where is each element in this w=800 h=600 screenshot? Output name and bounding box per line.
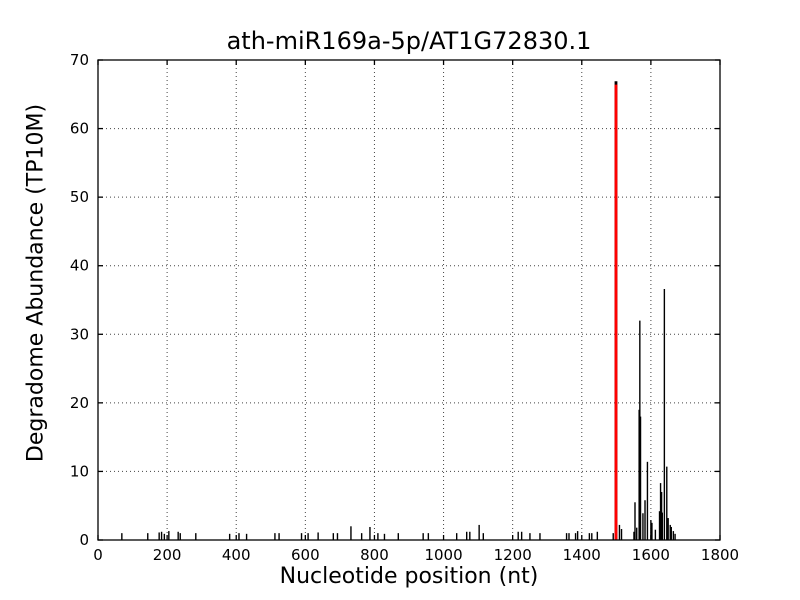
x-tick-label: 1800	[701, 546, 739, 564]
y-tick-label: 30	[70, 325, 89, 343]
y-tick-label: 10	[70, 462, 89, 480]
x-tick-label: 800	[360, 546, 389, 564]
x-tick-label: 1600	[632, 546, 670, 564]
x-tick-label: 600	[291, 546, 320, 564]
y-tick-label: 60	[70, 120, 89, 138]
y-tick-label: 50	[70, 188, 89, 206]
y-tick-label: 40	[70, 257, 89, 275]
y-tick-label: 70	[70, 51, 89, 69]
x-tick-label: 200	[153, 546, 182, 564]
x-tick-label: 1000	[424, 546, 462, 564]
x-tick-label: 400	[222, 546, 251, 564]
x-axis-label: Nucleotide position (nt)	[279, 564, 539, 589]
x-tick-label: 0	[93, 546, 103, 564]
axes-frame	[97, 59, 721, 541]
plot-title: ath-miR169a-5p/AT1G72830.1	[226, 27, 592, 55]
x-tick-label: 1200	[494, 546, 532, 564]
y-tick-label: 20	[70, 394, 89, 412]
y-tick-label: 0	[79, 531, 89, 549]
x-tick-label: 1400	[563, 546, 601, 564]
